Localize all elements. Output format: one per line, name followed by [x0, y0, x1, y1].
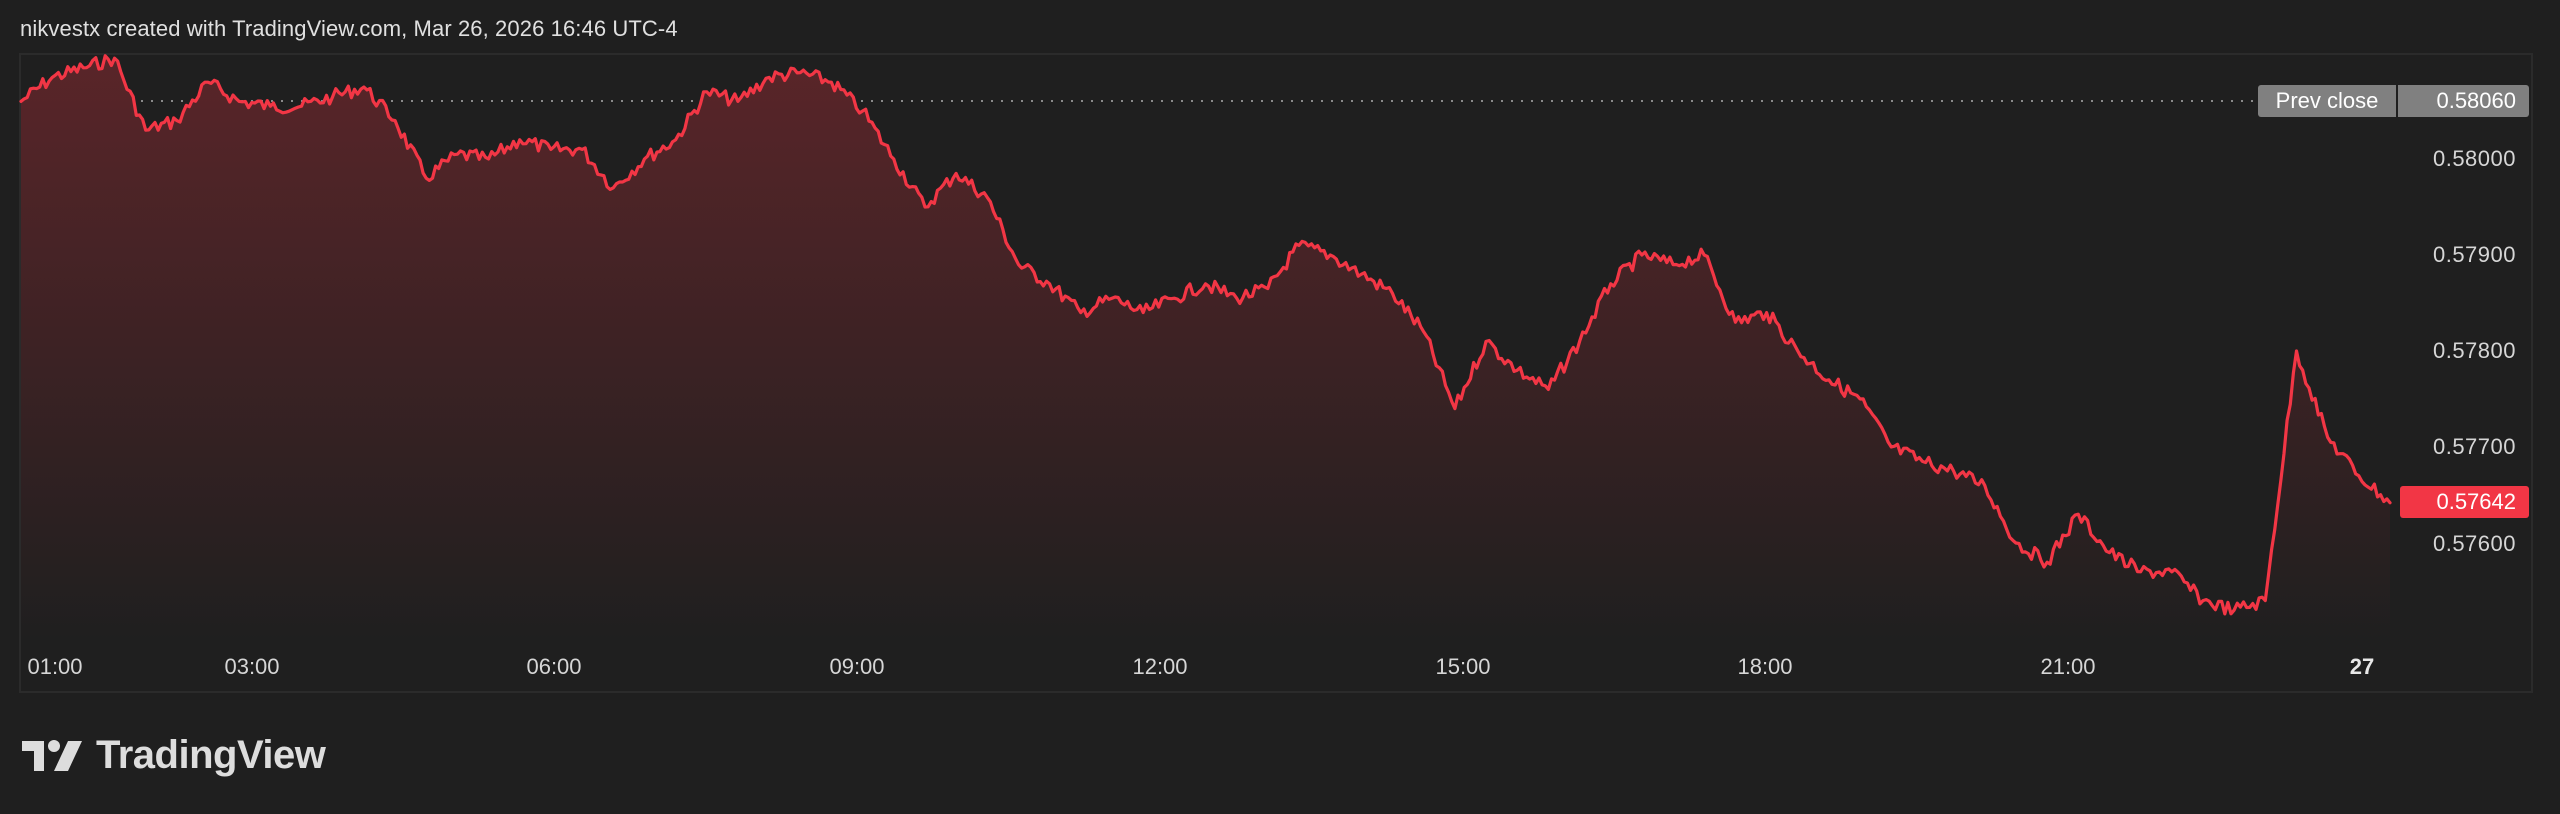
- x-axis-label: 01:00: [27, 654, 83, 679]
- y-axis-label: 0.57800: [2432, 338, 2516, 363]
- price-line: [19, 54, 2392, 616]
- x-axis-label: 09:00: [829, 654, 885, 679]
- y-axis-label: 0.58000: [2432, 146, 2516, 171]
- prev-close-value: 0.58060: [2398, 85, 2529, 117]
- last-price-tag: 0.57642: [2400, 486, 2529, 518]
- x-axis-label: 21:00: [2040, 654, 2096, 679]
- x-axis-label-day: 27: [2349, 654, 2375, 679]
- x-axis-label: 06:00: [526, 654, 582, 679]
- tradingview-logo-icon: [22, 739, 82, 771]
- x-axis-label: 12:00: [1132, 654, 1188, 679]
- x-axis-label: 15:00: [1435, 654, 1491, 679]
- chart-frame: [19, 53, 2533, 693]
- price-area-fill: [21, 55, 2390, 641]
- x-axis-label: 03:00: [224, 654, 280, 679]
- tradingview-logo[interactable]: TradingView: [22, 733, 326, 778]
- chart-caption: nikvestx created with TradingView.com, M…: [20, 16, 678, 41]
- prev-close-label: Prev close: [2258, 85, 2396, 117]
- y-axis-label: 0.57600: [2432, 531, 2516, 556]
- x-axis-label: 18:00: [1737, 654, 1793, 679]
- y-axis-label: 0.57900: [2432, 242, 2516, 267]
- y-axis-label: 0.57700: [2432, 434, 2516, 459]
- tradingview-logo-text: TradingView: [96, 733, 326, 777]
